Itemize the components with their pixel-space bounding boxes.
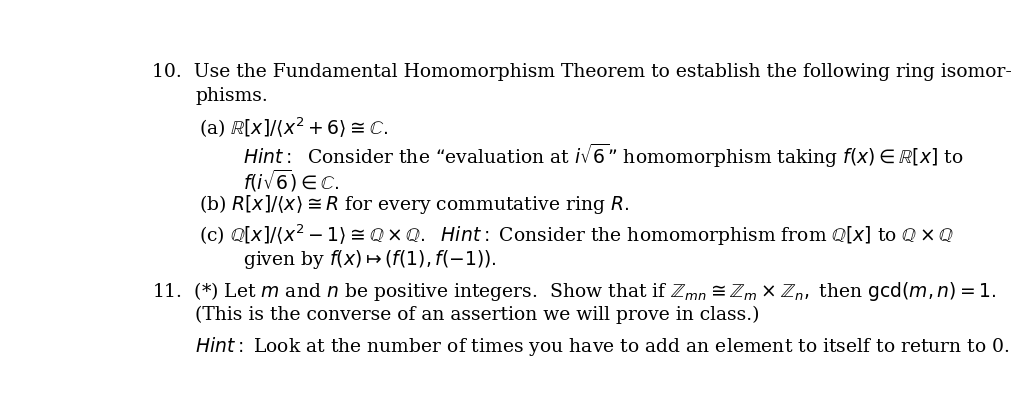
Text: (a) $\mathbb{R}[x]/\langle x^2 + 6\rangle \cong \mathbb{C}.$: (a) $\mathbb{R}[x]/\langle x^2 + 6\rangl… xyxy=(200,116,389,140)
Text: given by $f(x) \mapsto (f(1), f(-1)).$: given by $f(x) \mapsto (f(1), f(-1)).$ xyxy=(243,248,497,271)
Text: 11.  (*) Let $m$ and $n$ be positive integers.  Show that if $\mathbb{Z}_{mn} \c: 11. (*) Let $m$ and $n$ be positive inte… xyxy=(152,280,996,303)
Text: $\it{Hint:}$  Consider the “evaluation at $i\sqrt{6}$” homomorphism taking $f(x): $\it{Hint:}$ Consider the “evaluation at… xyxy=(243,142,964,170)
Text: phisms.: phisms. xyxy=(196,87,268,105)
Text: (b) $R[x]/\langle x\rangle \cong R$ for every commutative ring $R.$: (b) $R[x]/\langle x\rangle \cong R$ for … xyxy=(200,194,630,217)
Text: (This is the converse of an assertion we will prove in class.): (This is the converse of an assertion we… xyxy=(196,306,760,324)
Text: $\it{Hint:}$ Look at the number of times you have to add an element to itself to: $\it{Hint:}$ Look at the number of times… xyxy=(196,335,1011,358)
Text: $f(i\sqrt{6}) \in \mathbb{C}.$: $f(i\sqrt{6}) \in \mathbb{C}.$ xyxy=(243,168,340,194)
Text: 10.  Use the Fundamental Homomorphism Theorem to establish the following ring is: 10. Use the Fundamental Homomorphism The… xyxy=(152,63,1012,81)
Text: (c) $\mathbb{Q}[x]/\langle x^2 - 1\rangle \cong \mathbb{Q} \times \mathbb{Q}.$  : (c) $\mathbb{Q}[x]/\langle x^2 - 1\rangl… xyxy=(200,222,954,248)
